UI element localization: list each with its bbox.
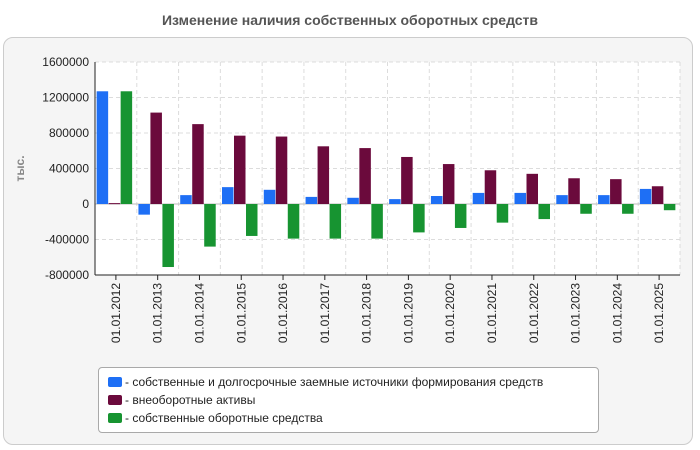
bar <box>538 204 550 220</box>
bar <box>204 204 216 247</box>
x-tick-label: 01.01.2014 <box>192 283 206 343</box>
bar <box>305 196 318 204</box>
bar <box>180 195 192 204</box>
y-axis-title: тыс. <box>13 155 27 181</box>
bar <box>371 204 383 239</box>
legend-item: - собственные оборотные средства <box>108 409 598 427</box>
bar <box>598 195 610 204</box>
y-tick-label: -400000 <box>45 233 89 247</box>
x-tick-label: 01.01.2019 <box>401 283 415 343</box>
bar <box>580 204 592 214</box>
bar <box>347 197 359 204</box>
x-tick-label: 01.01.2016 <box>276 283 290 343</box>
bar <box>359 148 371 204</box>
bar <box>287 204 300 239</box>
bar <box>484 170 497 204</box>
bar <box>96 91 109 204</box>
bar <box>610 179 622 204</box>
legend-swatch <box>108 395 122 405</box>
bar <box>162 204 174 268</box>
x-tick-label: 01.01.2020 <box>443 283 457 343</box>
bar <box>496 204 509 223</box>
bar <box>401 156 413 204</box>
chart-title: Изменение наличия собственных оборотных … <box>161 12 539 28</box>
bar <box>622 204 634 214</box>
bar <box>526 173 538 204</box>
bar <box>556 195 568 204</box>
y-tick-label: 1200000 <box>42 91 89 105</box>
bar <box>639 188 652 204</box>
legend: - собственные и долгосрочные заемные ист… <box>98 367 599 433</box>
bar <box>329 204 342 239</box>
x-tick-label: 01.01.2023 <box>569 283 583 343</box>
bar <box>120 91 133 204</box>
x-tick-label: 01.01.2015 <box>234 283 248 343</box>
bar <box>222 187 234 204</box>
x-tick-label: 01.01.2013 <box>151 283 165 343</box>
x-tick-label: 01.01.2012 <box>109 283 123 343</box>
bar <box>430 196 443 204</box>
y-tick-label: 1600000 <box>42 55 89 69</box>
legend-swatch <box>108 377 122 387</box>
x-tick-label: 01.01.2022 <box>527 283 541 343</box>
y-tick-label: 400000 <box>49 162 89 176</box>
y-tick-label: 800000 <box>49 126 89 140</box>
legend-label: - собственные оборотные средства <box>125 411 323 425</box>
y-tick-label: 0 <box>82 197 89 211</box>
bar <box>472 192 485 204</box>
x-tick-label: 01.01.2024 <box>610 283 624 343</box>
bar <box>442 164 455 204</box>
bar <box>192 124 204 204</box>
bar <box>651 186 664 204</box>
bar <box>317 146 330 204</box>
legend-label: - собственные и долгосрочные заемные ист… <box>125 375 544 389</box>
legend-item: - собственные и долгосрочные заемные ист… <box>108 373 598 391</box>
bar <box>514 192 526 204</box>
legend-item: - внеоборотные активы <box>108 391 598 409</box>
bar <box>150 112 162 204</box>
bar <box>246 204 258 236</box>
bar <box>454 204 467 228</box>
bar <box>234 135 246 204</box>
bar <box>263 189 276 204</box>
bar <box>275 136 288 204</box>
legend-swatch <box>108 413 122 423</box>
legend-label: - внеоборотные активы <box>125 393 256 407</box>
y-tick-label: -800000 <box>45 268 89 282</box>
bar <box>389 199 401 204</box>
x-tick-label: 01.01.2025 <box>652 283 666 343</box>
x-tick-label: 01.01.2018 <box>360 283 374 343</box>
x-tick-label: 01.01.2021 <box>485 283 499 343</box>
bar <box>413 204 425 233</box>
bar <box>663 204 676 211</box>
x-tick-label: 01.01.2017 <box>318 283 332 343</box>
bar <box>568 178 580 204</box>
bar <box>108 203 121 205</box>
bar <box>138 204 150 215</box>
